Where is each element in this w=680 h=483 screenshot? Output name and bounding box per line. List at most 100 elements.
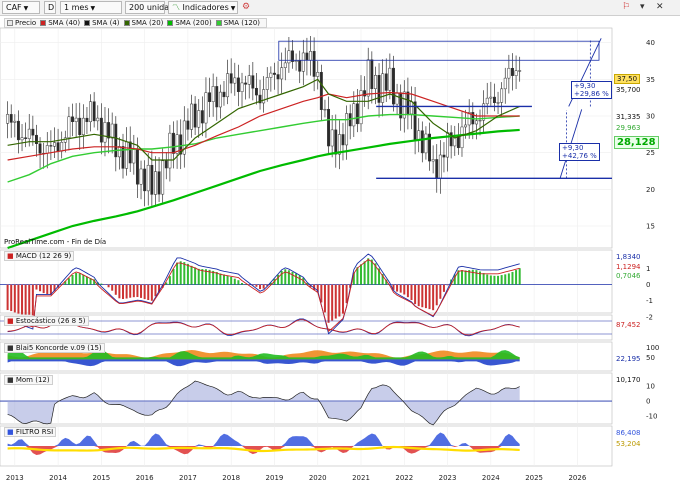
macd-bar [316,284,319,293]
level4-price-tag: 28,128 [614,136,659,149]
macd-bar [237,280,240,285]
panel-frame [0,27,613,249]
ticker-select[interactable]: CAF ▼ [2,1,40,14]
macd-bar [489,275,492,285]
candle-body [388,67,392,91]
settings-icon[interactable]: ⚙ [242,2,251,12]
macd-bar [493,275,496,285]
level1-price-tag: 35,700 [614,86,643,94]
macd-bar [114,284,117,295]
upper-measure-points: +9,30 [574,82,596,90]
macd-bar [208,269,211,285]
upper-measure-pct: +29,86 % [574,90,609,98]
macd-bar [204,269,207,285]
candle-body [49,145,53,147]
alert-icon[interactable]: ⚐ [622,2,631,12]
macd-bar [323,284,326,313]
legend-item: SMA (120) [215,19,260,28]
menu-icon[interactable]: ▾ [640,2,645,12]
macd-bar [370,259,373,285]
candle-body [128,141,132,164]
macd-bar [331,284,334,321]
units-select[interactable]: 200 unidades▼ [125,1,190,14]
candle-body [103,122,107,143]
macd-bar [504,274,507,285]
candle-body [352,103,356,127]
x-tick-label: 2026 [568,474,586,482]
macd-bar [136,284,139,298]
candle-body [139,168,143,185]
candle-body [366,59,370,97]
period-select[interactable]: 1 mes ▼ [60,1,122,14]
candle-body [283,62,287,68]
macd-bar [158,284,161,292]
macd-bar [24,284,27,315]
candle-body [500,88,504,103]
macd-bar [446,284,449,286]
last-price-tag: 37,50 [614,74,641,84]
legend-item: SMA (200) [167,19,212,28]
rsi-red-area [7,446,520,456]
macd-bar [334,284,337,319]
candle-body [92,101,96,122]
chevron-down-icon: ▼ [230,5,236,12]
candle-body [431,159,435,162]
candle-body [13,120,17,123]
candle-body [381,73,385,103]
candle-body [24,137,28,139]
macd-bar [132,284,135,298]
macd-bar [230,276,233,285]
macd-bar [150,284,153,301]
candle-body [247,75,251,85]
candle-body [287,50,291,64]
macd-bar [168,276,171,285]
sma120-line [7,113,520,183]
macd-bar [21,284,24,315]
koncorde-green-area [7,349,520,360]
candle-body [438,154,442,179]
macd-bar [457,270,460,285]
candle-body [132,149,136,164]
x-tick-label: 2022 [395,474,413,482]
candle-body [190,103,193,130]
candle-body [78,117,82,135]
macd-bar [439,284,442,299]
macd-bar [338,284,341,317]
macd-bar [212,270,215,285]
macd-bar [367,258,370,285]
chart-area[interactable]: 2013 2014 2015 2016 2017 2018 2019 2020 2021 2022… [0,17,680,483]
d-button[interactable]: D [44,1,56,14]
x-tick-label: 2023 [439,474,457,482]
macd-bar [345,284,348,304]
indicators-button[interactable]: 〽 Indicadores ▼ [168,1,238,14]
candle-body [45,145,49,154]
candle-body [392,67,395,105]
candle-body [20,137,24,141]
x-tick-label: 2018 [222,474,240,482]
resistance-rect [278,40,600,61]
macd-tag-3: 0,7046 [616,272,641,280]
candle-body [474,120,478,125]
macd-bar [414,284,417,305]
macd-bar [111,284,114,291]
chevron-down-icon: ▼ [90,5,96,12]
macd-bar [233,278,236,285]
x-tick-label: 2013 [6,474,24,482]
macd-bar [269,282,272,285]
chart-canvas[interactable]: 2013 2014 2015 2016 2017 2018 2019 2020 2021 2022… [0,17,680,483]
macd-bar [320,284,323,303]
macd-bar [482,273,485,285]
candle-body [478,119,482,122]
macd-bar [93,279,96,285]
macd-bar [17,284,20,314]
candle-body [424,133,428,154]
candle-body [186,120,190,130]
macd-label: ■ MACD (12 26 9) [4,251,75,261]
candle-body [464,124,468,128]
sma40-line [7,91,520,161]
candle-body [229,73,233,84]
macd-bar [435,284,438,306]
macd-bar [140,284,143,298]
macd-bar [327,284,330,323]
close-icon[interactable]: ✕ [656,2,664,12]
